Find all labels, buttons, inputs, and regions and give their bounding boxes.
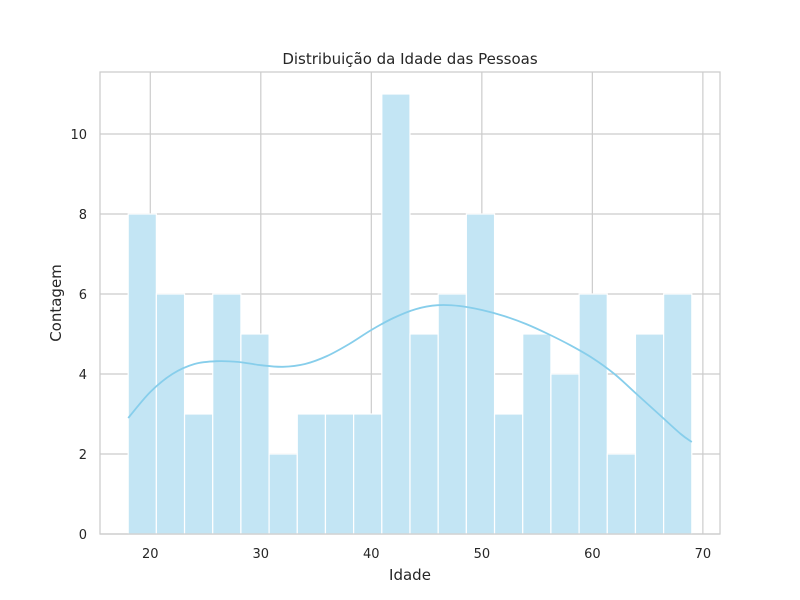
- histogram-bar: [634, 333, 665, 535]
- histogram-bar: [127, 213, 157, 535]
- histogram-bar: [550, 373, 580, 535]
- chart-title: Distribuição da Idade das Pessoas: [282, 50, 538, 68]
- x-tick-label: 50: [474, 547, 491, 562]
- y-tick-label: 10: [70, 128, 87, 143]
- histogram-bar: [522, 333, 552, 535]
- histogram-bar: [606, 453, 637, 535]
- histogram-bar: [296, 413, 327, 535]
- histogram-bar: [465, 213, 496, 535]
- histogram-bars: [127, 93, 693, 535]
- y-tick-label: 2: [79, 448, 87, 463]
- histogram-bar: [578, 293, 608, 535]
- kde-curve: [127, 304, 693, 443]
- histogram-bar: [212, 293, 242, 535]
- histogram-bar: [409, 333, 439, 535]
- x-tick-label: 20: [142, 547, 159, 562]
- histogram-bar: [381, 93, 411, 535]
- histogram-bar: [324, 413, 355, 535]
- histogram-bar: [268, 453, 298, 535]
- y-tick-label: 8: [79, 208, 87, 223]
- y-tick-labels: 0 2 4 6 8 10: [70, 128, 87, 543]
- histogram-bar: [437, 293, 467, 535]
- histogram-bar: [155, 293, 186, 535]
- x-axis-title: Idade: [389, 566, 431, 584]
- x-tick-label: 30: [253, 547, 270, 562]
- axes-frame: [99, 71, 721, 535]
- histogram-bar: [183, 413, 214, 535]
- histogram-bar: [663, 293, 693, 535]
- y-tick-label: 0: [79, 528, 87, 543]
- x-tick-label: 70: [695, 547, 712, 562]
- x-tick-label: 40: [363, 547, 380, 562]
- histogram-bar: [493, 413, 524, 535]
- x-tick-label: 60: [584, 547, 601, 562]
- x-tick-labels: 20 30 40 50 60 70: [142, 547, 711, 562]
- y-tick-label: 6: [79, 288, 87, 303]
- y-tick-label: 4: [79, 368, 87, 383]
- histogram-bar: [353, 413, 383, 535]
- y-axis-title: Contagem: [47, 264, 65, 342]
